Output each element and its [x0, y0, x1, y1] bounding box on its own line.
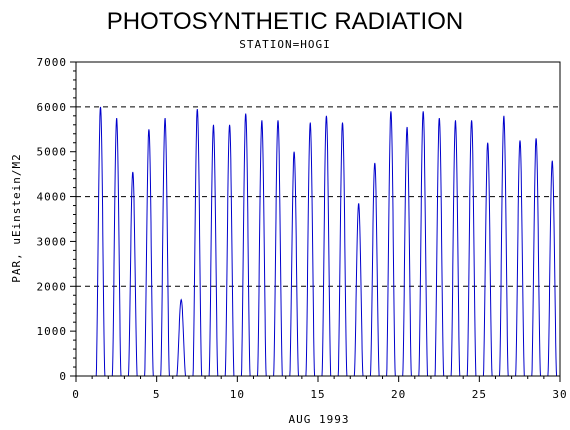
- day-12-curve: [273, 120, 283, 377]
- y-axis-label: PAR, uEinstein/M2: [10, 153, 23, 283]
- x-tick-label: 25: [472, 388, 487, 401]
- chart-subtitle: STATION=HOGI: [239, 38, 330, 51]
- day-18-curve: [369, 162, 380, 377]
- day-6-curve: [176, 298, 186, 377]
- day-28-curve: [531, 138, 541, 377]
- day-17-curve: [353, 203, 364, 377]
- day-10-curve: [240, 113, 251, 377]
- day-21-curve: [418, 111, 428, 377]
- day-5-curve: [160, 118, 170, 377]
- y-tick-label: 5000: [37, 146, 68, 159]
- x-tick-label: 15: [310, 388, 325, 401]
- y-tick-label: 7000: [37, 56, 68, 69]
- x-axis-label: AUG 1993: [289, 413, 350, 426]
- day-27-curve: [515, 140, 525, 377]
- y-tick-label: 4000: [37, 191, 68, 204]
- x-tick-label: 10: [230, 388, 245, 401]
- day-2-curve: [111, 118, 122, 377]
- day-4-curve: [144, 129, 154, 377]
- day-15-curve: [321, 115, 332, 377]
- day-7-curve: [192, 109, 203, 377]
- day-1-curve: [95, 106, 106, 377]
- x-tick-label: 30: [552, 388, 567, 401]
- y-tick-label: 6000: [37, 101, 68, 114]
- x-tick-label: 5: [153, 388, 161, 401]
- y-tick-label: 3000: [37, 235, 68, 248]
- day-19-curve: [386, 111, 396, 377]
- chart-title: PHOTOSYNTHETIC RADIATION: [107, 8, 463, 35]
- day-3-curve: [127, 171, 138, 377]
- day-11-curve: [257, 120, 267, 377]
- day-29-curve: [547, 160, 558, 377]
- y-tick-label: 2000: [37, 280, 68, 293]
- day-20-curve: [402, 126, 412, 377]
- day-24-curve: [466, 120, 477, 377]
- x-tick-label: 0: [72, 388, 80, 401]
- day-8-curve: [208, 124, 219, 377]
- day-25-curve: [482, 142, 493, 377]
- day-13-curve: [289, 151, 299, 377]
- y-tick-label: 0: [59, 370, 67, 383]
- x-axis: 0 5 10 15 20 25 30: [72, 376, 567, 401]
- y-tick-label: 1000: [37, 325, 68, 338]
- plot-frame: [75, 61, 561, 377]
- day-14-curve: [305, 122, 316, 377]
- day-22-curve: [434, 118, 445, 377]
- x-tick-label: 20: [391, 388, 406, 401]
- day-23-curve: [450, 120, 461, 377]
- y-axis: 0 1000 2000 3000 4000 5000 6000 7000: [37, 56, 76, 383]
- day-9-curve: [224, 124, 235, 377]
- day-16-curve: [337, 122, 348, 377]
- series-layer: [92, 106, 560, 377]
- day-26-curve: [499, 115, 509, 377]
